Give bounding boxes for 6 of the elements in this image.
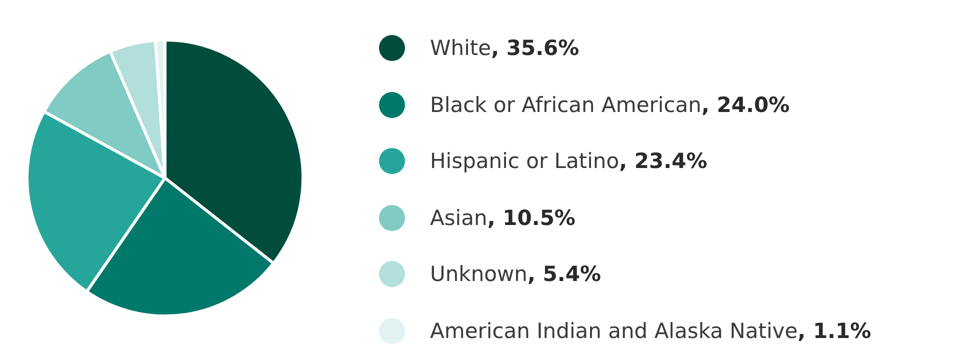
data-label: , 35.6%: [491, 36, 580, 60]
data-label: , 1.1%: [798, 318, 872, 343]
data-label: , 23.4%: [619, 149, 708, 174]
data-label: , 10.5%: [487, 206, 576, 230]
data-label: , 24.0%: [701, 92, 790, 117]
data-label: , 5.4%: [527, 262, 602, 286]
